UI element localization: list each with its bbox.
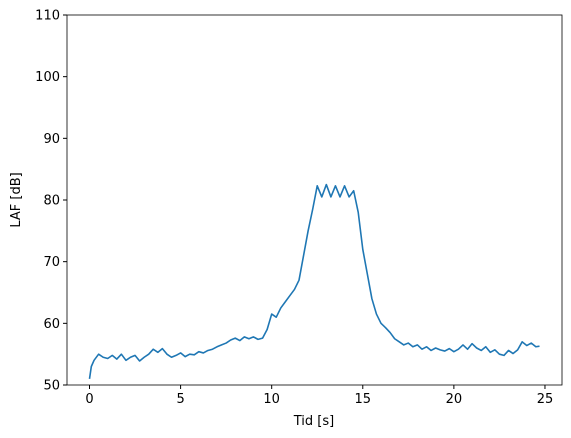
y-tick-label: 80 [43, 194, 60, 209]
x-tick-label: 10 [263, 392, 280, 407]
x-tick-label: 20 [446, 392, 463, 407]
y-tick-label: 90 [43, 132, 60, 147]
y-tick-label: 60 [43, 317, 60, 332]
plot-frame [66, 14, 563, 386]
y-axis-label: LAF [dB] [9, 172, 24, 227]
x-tick-label: 5 [176, 392, 184, 407]
x-tick-label: 15 [355, 392, 372, 407]
y-tick-label: 100 [35, 70, 60, 85]
y-tick-label: 110 [35, 9, 60, 24]
y-tick-label: 50 [43, 379, 60, 394]
x-axis-label: Tid [s] [293, 414, 334, 429]
x-tick-label: 25 [537, 392, 554, 407]
line-series [88, 183, 540, 379]
x-tick-label: 0 [85, 392, 93, 407]
y-tick-label: 70 [43, 255, 60, 270]
